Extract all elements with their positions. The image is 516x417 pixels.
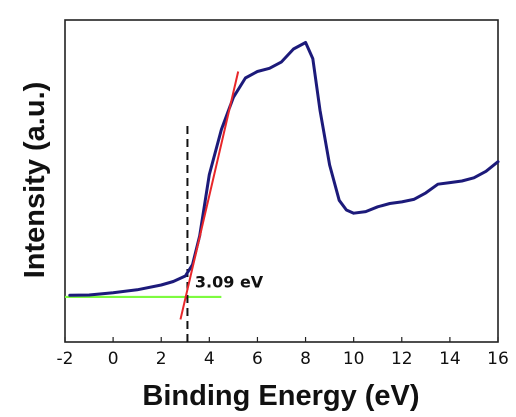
annotation-3-09-ev: 3.09 eV	[195, 272, 264, 291]
tangent-fit-line	[179, 71, 240, 320]
x-tick-label: 14	[439, 349, 461, 369]
x-axis-ticks: -2 0 2 4 6 8 10 12 14 16	[57, 337, 509, 369]
x-tick-label: 0	[108, 349, 119, 369]
x-tick-label: 16	[487, 349, 509, 369]
x-tick-label: 2	[156, 349, 167, 369]
x-tick-label: 12	[391, 349, 413, 369]
x-tick-label: 6	[252, 349, 263, 369]
plot-layer	[65, 41, 500, 342]
spectrum-series-line	[68, 41, 500, 297]
x-tick-label: 4	[204, 349, 215, 369]
x-axis-title: Binding Energy (eV)	[142, 380, 419, 412]
plot-frame	[64, 19, 499, 343]
x-tick-label: 10	[343, 349, 365, 369]
x-tick-label: 8	[300, 349, 311, 369]
y-axis-title: Intensity (a.u.)	[19, 82, 51, 279]
x-tick-label: -2	[57, 349, 74, 369]
